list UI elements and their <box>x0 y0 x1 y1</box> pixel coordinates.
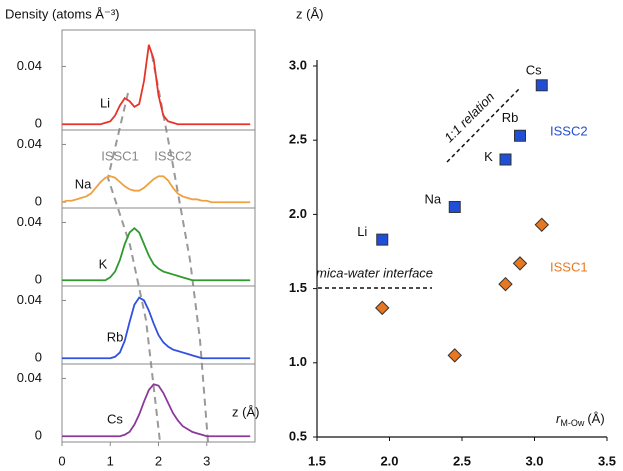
point <box>514 129 526 142</box>
series-label: Na <box>75 176 92 191</box>
density-line <box>62 227 251 282</box>
panel-frame <box>61 29 256 131</box>
point <box>376 233 389 246</box>
density-line <box>61 175 251 204</box>
y-tick-label: 0 <box>35 194 42 209</box>
one-to-one-line <box>446 87 521 163</box>
y-tick-label: 3.0 <box>289 57 307 72</box>
y-tick-label: 0 <box>35 272 42 287</box>
series-label: Cs <box>107 411 123 426</box>
issc1-trend <box>106 92 161 443</box>
y-axis-label: z (Å) <box>296 6 323 21</box>
density-line <box>62 383 251 438</box>
point-label: Li <box>357 224 367 239</box>
y-tick-label: 2.5 <box>289 132 307 147</box>
trend-lines <box>106 54 209 443</box>
annotation: mica-water interface <box>316 265 433 280</box>
x-label-unit: (Å) <box>587 411 604 426</box>
x-axis-label: z (Å) <box>232 404 259 419</box>
panel-frame <box>61 363 256 443</box>
series-label: Li <box>100 95 110 110</box>
x-tick-label: 0 <box>58 453 65 468</box>
density-line <box>62 44 251 126</box>
series-label: Rb <box>107 329 124 344</box>
issc2-trend <box>151 54 209 443</box>
panel-frame <box>61 207 256 287</box>
x-label-sub: M-Ow <box>560 418 584 428</box>
panel-frame <box>61 129 256 209</box>
y-tick-label: 1.5 <box>289 280 307 295</box>
y-tick-label: 0 <box>35 428 42 443</box>
annotation: 1:1 relation <box>441 89 497 145</box>
y-tick-label: 0 <box>35 350 42 365</box>
panel-frame <box>61 285 256 365</box>
point-label: Na <box>424 191 441 206</box>
x-tick-label: 1 <box>107 453 114 468</box>
x-tick-label: 2.5 <box>453 453 471 468</box>
point <box>499 153 512 166</box>
x-axis-label: rM-Ow (Å) <box>556 411 605 428</box>
series-label: K <box>99 256 108 271</box>
y-tick-label: 0.04 <box>17 214 42 229</box>
x-tick-label: 3 <box>203 453 210 468</box>
legend-label: ISSC1 <box>550 259 588 274</box>
point-label: K <box>484 149 493 164</box>
y-tick-label: 0 <box>35 116 42 131</box>
x-tick-label: 1.5 <box>308 453 326 468</box>
annotation: ISSC2 <box>154 148 192 163</box>
y-tick-label: 0.04 <box>17 292 42 307</box>
point <box>534 217 549 232</box>
y-tick-label: 1.0 <box>289 354 307 369</box>
x-tick-label: 3.5 <box>598 453 616 468</box>
x-tick-label: 2 <box>155 453 162 468</box>
y-tick-label: 2.0 <box>289 206 307 221</box>
point <box>498 276 513 292</box>
point <box>375 300 390 316</box>
y-tick-label: 0.04 <box>17 370 42 385</box>
annotation: ISSC1 <box>101 148 139 163</box>
y-axis-label: Density (atoms Å⁻³) <box>5 6 120 21</box>
y-tick-label: 0.04 <box>17 136 42 151</box>
x-label-main: r <box>556 411 561 426</box>
density-line <box>62 296 251 360</box>
y-tick-label: 0.04 <box>17 58 42 73</box>
point <box>535 79 548 92</box>
point <box>447 348 462 363</box>
legend-label: ISSC2 <box>550 123 588 138</box>
y-tick-label: 0.5 <box>289 428 307 443</box>
point-label: Cs <box>526 63 542 78</box>
point-label: Rb <box>502 110 519 125</box>
x-tick-label: 2.0 <box>380 453 398 468</box>
point <box>448 200 461 213</box>
point <box>512 256 528 271</box>
x-tick-label: 3.0 <box>525 453 543 468</box>
